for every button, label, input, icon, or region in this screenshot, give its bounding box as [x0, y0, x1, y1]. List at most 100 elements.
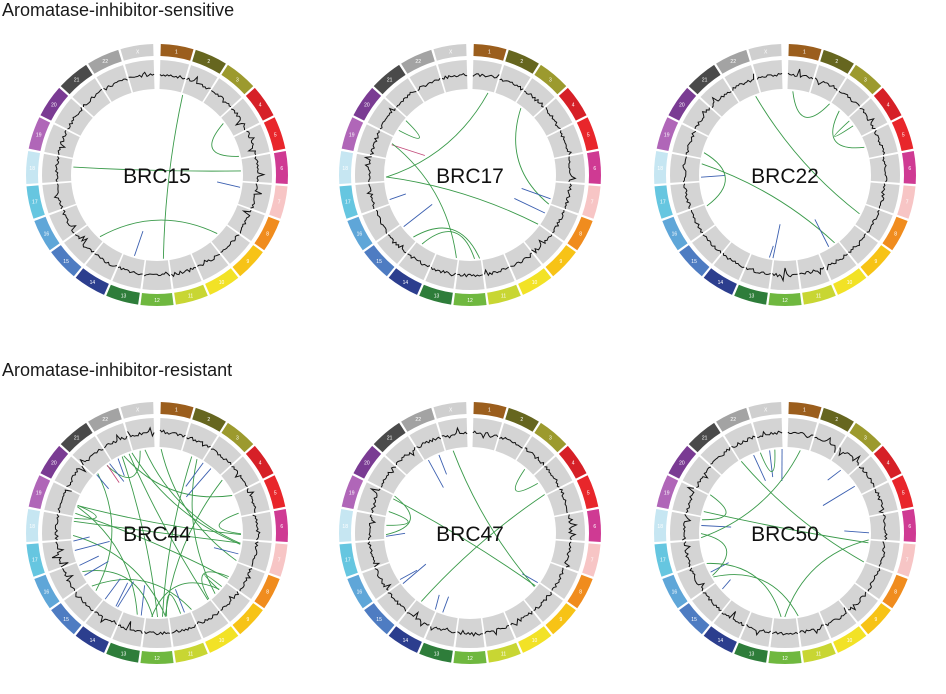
- copy-number-trace: [196, 610, 220, 625]
- chromosome-label: 21: [387, 77, 393, 83]
- rearrangement-link: [121, 456, 158, 618]
- rearrangement-link: [703, 152, 726, 207]
- copy-number-trace: [369, 488, 381, 514]
- copy-number-trace: [858, 466, 875, 488]
- chromosome-segment: [26, 508, 41, 543]
- rearrangement-link: [77, 505, 242, 536]
- copy-number-trace: [711, 91, 732, 108]
- chromosome-label: 9: [560, 259, 563, 265]
- chromosome-label: 17: [345, 199, 351, 205]
- chromosome-segment: [487, 642, 521, 663]
- chromosome-label: 2: [520, 417, 523, 423]
- chromosome-label: 22: [730, 59, 736, 65]
- chromosome-segment: [518, 626, 552, 653]
- copy-number-trace: [82, 88, 103, 108]
- chromosome-label: 6: [593, 166, 596, 172]
- chromosome-segment: [263, 475, 286, 510]
- copy-number-trace: [159, 429, 186, 438]
- chromosome-label: 12: [154, 298, 160, 304]
- chromosome-label: 13: [749, 293, 755, 299]
- copy-number-track-segment: [866, 540, 900, 572]
- rearrangement-link: [702, 494, 727, 521]
- copy-number-trace: [510, 252, 532, 267]
- copy-number-trace: [79, 448, 104, 466]
- chromosome-segment: [582, 185, 601, 219]
- copy-number-trace: [374, 568, 392, 591]
- rearrangement-link: [144, 449, 241, 544]
- rearrangement-tick: [140, 585, 146, 616]
- copy-number-trace: [702, 592, 722, 611]
- chromosome-label: 14: [90, 638, 96, 644]
- copy-number-track-segment: [849, 456, 888, 494]
- copy-number-trace: [866, 209, 880, 233]
- circos-plot-brc22: 12345678910111213141516171819202122XBRC2…: [654, 44, 916, 306]
- rearrangement-tick: [700, 174, 726, 178]
- copy-number-track-segment: [839, 225, 878, 264]
- rearrangement-tick: [109, 463, 125, 482]
- chromosome-segment: [232, 603, 263, 635]
- chromosome-label: 7: [591, 199, 594, 205]
- chromosome-segment: [26, 543, 45, 577]
- rearrangement-tick: [722, 579, 731, 590]
- copy-number-track-segment: [455, 618, 485, 649]
- copy-number-track-segment: [682, 98, 721, 136]
- chromosome-segment: [192, 407, 226, 432]
- chromosome-label: 15: [376, 617, 382, 623]
- rearrangement-tick: [514, 198, 546, 214]
- copy-number-trace: [94, 611, 117, 625]
- rearrangement-link: [95, 473, 113, 591]
- chromosome-label: 1: [175, 408, 178, 414]
- chromosome-label: 4: [259, 460, 262, 466]
- copy-number-trace: [94, 253, 118, 267]
- chromosome-label: 13: [434, 651, 440, 657]
- rearrangement-link: [413, 227, 481, 259]
- chromosome-label: X: [764, 408, 768, 414]
- chromosome-segment: [734, 284, 768, 305]
- rearrangement-link: [131, 452, 241, 545]
- chromosome-label: 10: [532, 280, 538, 286]
- chromosome-segment: [419, 284, 453, 305]
- chromosome-segment: [120, 44, 154, 61]
- chromosome-label: 17: [660, 199, 666, 205]
- copy-number-trace: [745, 267, 771, 276]
- rearrangement-link: [832, 110, 865, 149]
- copy-number-trace: [103, 78, 128, 91]
- chromosome-segment: [897, 185, 916, 219]
- copy-number-trace: [406, 611, 430, 627]
- copy-number-trace: [799, 624, 824, 635]
- chromosome-segment: [802, 284, 836, 305]
- copy-number-trace: [722, 252, 745, 268]
- rearrangement-tick: [844, 530, 870, 534]
- copy-number-trace: [523, 90, 544, 108]
- chromosome-label: 15: [63, 259, 69, 265]
- rearrangement-link: [166, 594, 182, 617]
- chromosome-segment: [192, 49, 226, 74]
- chromosome-label: 10: [847, 280, 853, 286]
- rearrangement-tick: [403, 204, 433, 227]
- chromosome-label: 9: [247, 617, 250, 623]
- copy-number-trace: [721, 611, 745, 627]
- copy-number-trace: [878, 541, 886, 567]
- chromosome-label: 16: [357, 589, 363, 595]
- copy-number-trace: [731, 435, 756, 448]
- rearrangement-link: [398, 120, 420, 139]
- copy-number-trace: [732, 73, 755, 91]
- chromosome-label: 1: [175, 50, 178, 56]
- chromosome-label: 18: [29, 524, 35, 530]
- copy-number-track-segment: [437, 418, 468, 451]
- copy-number-trace: [363, 156, 372, 183]
- chromosome-segment: [254, 574, 280, 609]
- copy-number-track-segment: [740, 254, 773, 289]
- chromosome-label: 18: [342, 166, 348, 172]
- rearrangement-tick: [772, 224, 781, 259]
- chromosome-segment: [882, 216, 908, 251]
- copy-number-trace: [375, 209, 387, 234]
- copy-number-trace: [683, 541, 692, 568]
- chromosome-segment: [75, 626, 109, 653]
- chromosome-segment: [679, 603, 710, 635]
- copy-number-track-segment: [227, 205, 265, 242]
- chromosome-segment: [401, 49, 435, 74]
- copy-number-track-segment: [819, 242, 857, 281]
- copy-number-trace: [230, 108, 246, 131]
- chromosome-segment: [679, 245, 710, 277]
